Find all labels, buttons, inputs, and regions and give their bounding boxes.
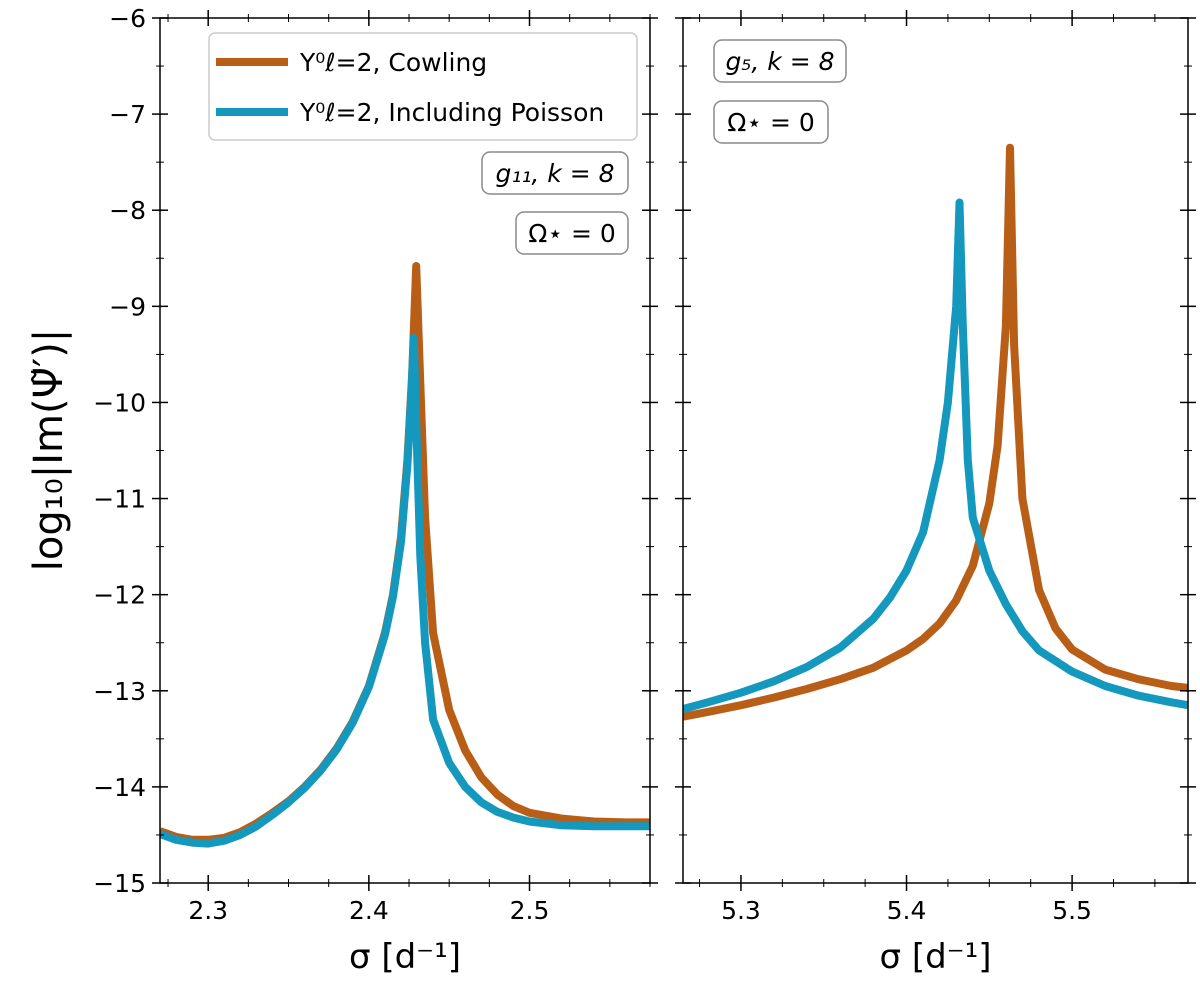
annotation-box xyxy=(481,151,629,195)
legend-label: Y⁰ℓ=2, Including Poisson xyxy=(299,98,604,127)
x-tick-label: 5.5 xyxy=(1052,896,1092,925)
panel-right: 5.3 5.4 5.5 σ [d⁻¹] g₅, k = 8 Ω⋆ = 0 xyxy=(675,10,1196,977)
y-tick-label: −13 xyxy=(93,677,146,706)
x-tick-label: 2.5 xyxy=(510,896,550,925)
annotation-box xyxy=(713,39,847,83)
x-tick-label: 2.3 xyxy=(188,896,228,925)
y-tick-label: −7 xyxy=(109,100,146,129)
plot-frame xyxy=(682,17,1189,884)
annotation-box xyxy=(713,100,829,144)
annotation-box xyxy=(515,211,629,255)
x-tick-label: 2.4 xyxy=(349,896,389,925)
x-tick-label: 5.4 xyxy=(887,896,927,925)
legend: Y⁰ℓ=2, Cowling Y⁰ℓ=2, Including Poisson xyxy=(208,32,638,141)
series-line-poisson xyxy=(160,334,650,848)
x-tick-label: 5.3 xyxy=(721,896,761,925)
annotation-label: g₅, k = 8 xyxy=(725,47,834,76)
annotation-label: g₁₁, k = 8 xyxy=(495,159,614,188)
series-line-cowling xyxy=(683,143,1188,721)
x-axis-title: σ [d⁻¹] xyxy=(879,937,991,977)
x-axis-title: σ [d⁻¹] xyxy=(349,937,461,977)
panel-left: −15 −14 −13 −12 −11 −10 −9 −8 −7 −6 2.3 2.4 2.5 σ [d⁻… xyxy=(93,4,658,977)
y-tick-label: −8 xyxy=(109,196,146,225)
legend-label: Y⁰ℓ=2, Cowling xyxy=(299,48,487,77)
y-tick-label: −15 xyxy=(93,869,146,898)
y-tick-label: −12 xyxy=(93,581,146,610)
y-tick-label: −10 xyxy=(93,388,146,417)
y-tick-label: −14 xyxy=(93,773,146,802)
annotation-label: Ω⋆ = 0 xyxy=(528,219,616,248)
annotation-label: Ω⋆ = 0 xyxy=(727,108,815,137)
series-line-cowling xyxy=(160,262,650,844)
legend-frame xyxy=(208,32,638,141)
y-tick-label: −9 xyxy=(109,292,146,321)
y-tick-label: −11 xyxy=(93,485,146,514)
y-axis-title: log₁₀|Im(Ψ̃′)| xyxy=(26,329,72,572)
y-tick-label: −6 xyxy=(109,4,146,33)
series-line-poisson xyxy=(683,198,1188,713)
